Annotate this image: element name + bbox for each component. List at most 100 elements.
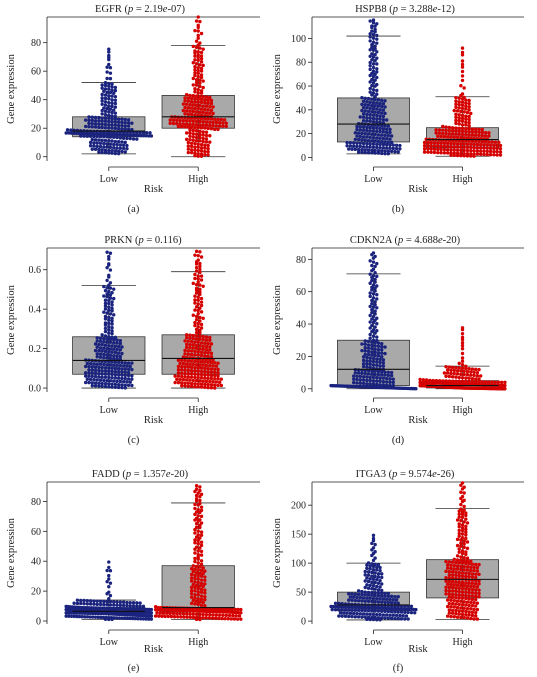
data-point-low: [360, 148, 364, 152]
y-axis-label: Gene expression: [272, 517, 283, 587]
data-point-high: [176, 615, 180, 619]
data-point-low: [130, 367, 134, 372]
data-point-high: [213, 386, 217, 390]
data-point-low: [358, 595, 362, 600]
data-point-high: [191, 83, 195, 87]
data-point-low: [118, 133, 123, 137]
data-point-low: [113, 85, 118, 90]
data-point-high: [465, 584, 470, 588]
data-point-high: [193, 602, 197, 606]
data-point-high: [203, 604, 207, 608]
data-point-high: [203, 149, 207, 154]
data-point-high: [189, 144, 194, 149]
data-point-low: [376, 563, 381, 567]
data-point-low: [105, 90, 109, 95]
data-point-low: [396, 610, 400, 614]
data-point-low: [115, 616, 119, 620]
data-point-low: [371, 533, 376, 538]
data-point-high: [472, 565, 476, 570]
data-point-high: [196, 590, 200, 594]
data-point-high: [469, 154, 473, 158]
data-point-low: [373, 84, 377, 88]
data-point-low: [361, 358, 366, 363]
data-point-high: [457, 122, 461, 126]
data-point-low: [353, 615, 358, 619]
data-point-low: [351, 377, 356, 381]
data-point-low: [360, 615, 364, 619]
data-point-high: [449, 148, 453, 152]
data-point-low: [371, 260, 376, 264]
y-tick-label: 150: [291, 530, 306, 541]
data-point-high: [196, 321, 200, 326]
data-point-high: [209, 383, 214, 387]
data-point-low: [347, 147, 351, 151]
data-point-low: [116, 383, 121, 387]
data-point-high: [460, 587, 465, 591]
data-point-high: [437, 128, 442, 132]
data-point-low: [108, 76, 113, 81]
data-point-high: [467, 578, 471, 582]
data-point-low: [108, 293, 113, 297]
data-point-high: [216, 367, 220, 372]
data-point-low: [116, 376, 121, 380]
data-point-high: [482, 146, 486, 150]
data-point-high: [452, 598, 456, 603]
data-point-low: [386, 133, 391, 138]
data-point-low: [414, 607, 418, 612]
data-point-high: [196, 577, 200, 581]
data-point-low: [346, 605, 351, 609]
data-point-low: [118, 379, 123, 384]
data-point-high: [213, 127, 217, 132]
data-point-low: [355, 377, 359, 382]
data-point-high: [206, 150, 210, 154]
data-point-high: [198, 139, 202, 143]
data-point-low: [116, 351, 121, 355]
data-point-high: [196, 116, 200, 121]
data-point-low: [112, 337, 116, 342]
data-point-high: [472, 617, 476, 621]
data-point-low: [388, 380, 392, 384]
data-point-high: [188, 615, 193, 619]
data-point-low: [353, 371, 358, 375]
data-point-high: [460, 366, 465, 370]
data-point-low: [375, 33, 379, 38]
data-point-low: [92, 134, 96, 139]
data-point-low: [349, 605, 353, 609]
data-point-low: [102, 340, 106, 344]
data-point-high: [209, 367, 214, 371]
data-point-high: [199, 116, 204, 121]
data-point-low: [371, 583, 376, 588]
data-point-high: [196, 53, 200, 57]
data-point-high: [193, 353, 197, 357]
data-point-high: [439, 147, 443, 152]
data-point-high: [193, 340, 197, 344]
data-point-high: [459, 372, 463, 377]
data-point-high: [201, 123, 205, 127]
data-point-low: [336, 604, 341, 609]
data-point-low: [370, 310, 374, 315]
data-point-high: [204, 104, 209, 108]
data-point-low: [381, 383, 386, 387]
y-tick-label: 80: [31, 497, 41, 508]
data-point-low: [384, 376, 389, 381]
data-point-high: [457, 571, 461, 575]
data-point-high: [191, 109, 195, 114]
data-point-low: [105, 295, 109, 299]
y-tick-label: 80: [31, 38, 41, 49]
data-point-high: [464, 536, 468, 541]
data-point-low: [406, 607, 411, 611]
data-point-low: [79, 601, 83, 606]
data-point-high: [467, 597, 471, 601]
data-point-high: [452, 371, 456, 376]
data-point-high: [474, 610, 478, 615]
data-point-high: [194, 346, 199, 351]
data-point-low: [121, 600, 126, 604]
data-point-low: [100, 83, 104, 87]
data-point-low: [365, 617, 369, 622]
data-point-low: [363, 569, 367, 574]
data-point-high: [474, 562, 478, 567]
data-point-high: [214, 380, 219, 384]
data-point-low: [353, 608, 358, 612]
data-point-high: [217, 124, 222, 128]
data-point-low: [384, 130, 389, 135]
